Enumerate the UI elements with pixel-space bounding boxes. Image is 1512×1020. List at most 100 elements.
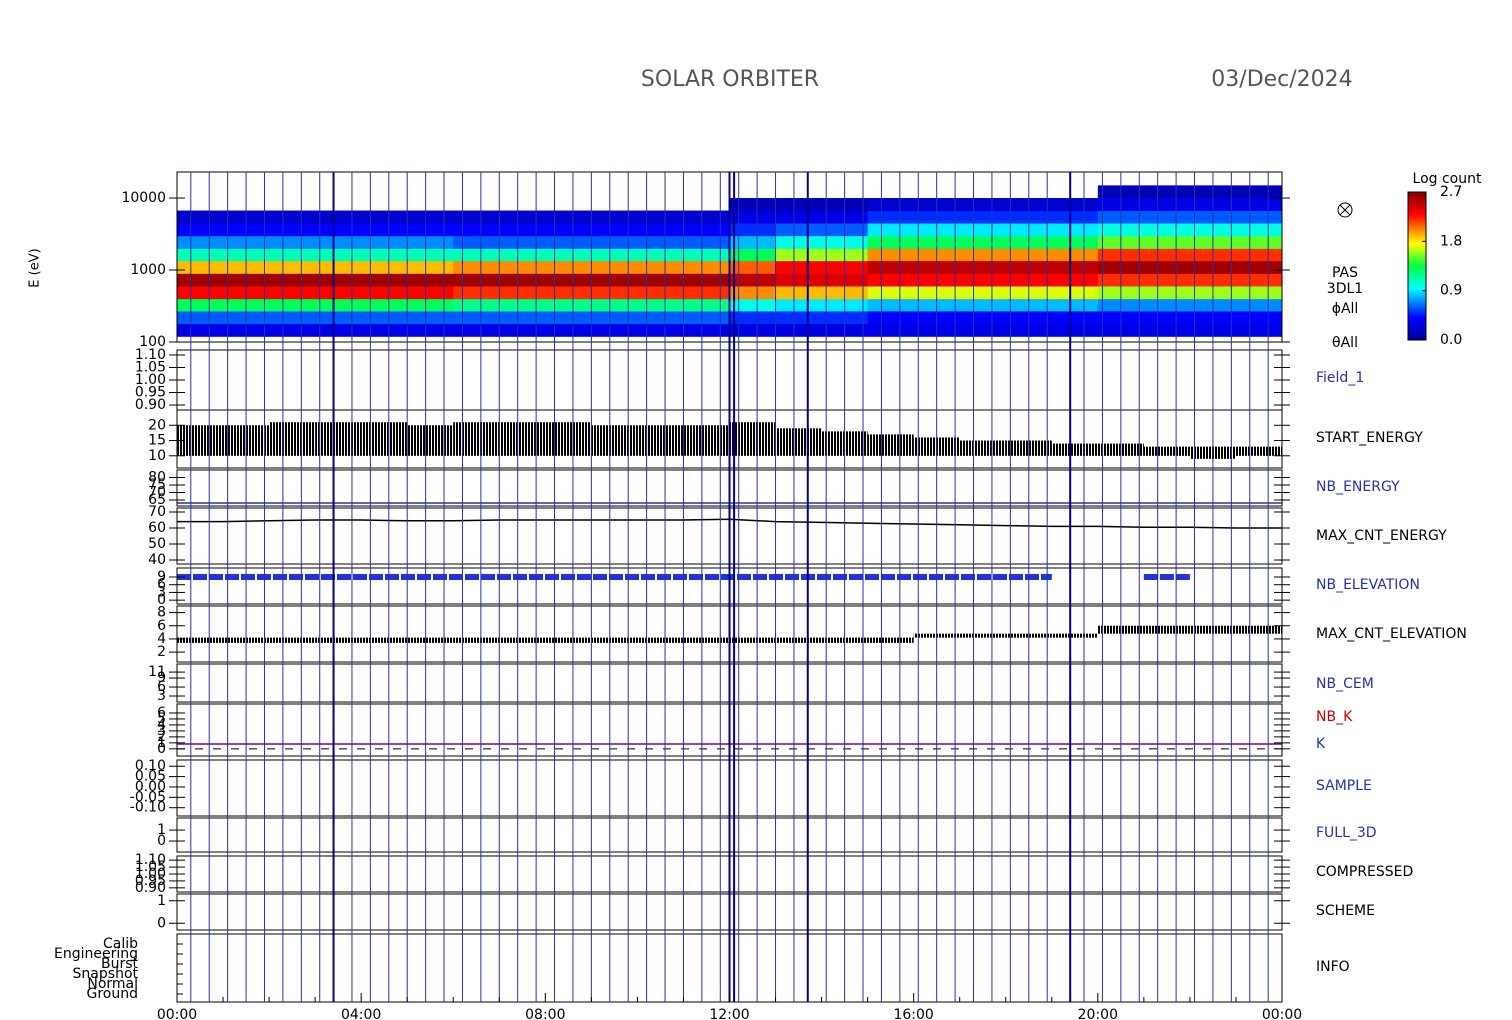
panel-label: START_ENERGY [1316, 430, 1423, 446]
spectrogram-cell [407, 323, 454, 337]
spectrogram-cell [1051, 273, 1099, 287]
spectrogram-cell [591, 310, 638, 325]
spectrogram-cell [1143, 310, 1191, 325]
spectrogram-cell [453, 310, 500, 325]
y-tick-label: 0.10 [135, 758, 166, 774]
spectrogram-cell [177, 285, 224, 300]
y-tick-label: 1.10 [135, 347, 166, 363]
spectrogram-cell [453, 210, 500, 224]
x-tick-label: 00:00 [1262, 1007, 1302, 1020]
x-tick-label: 16:00 [893, 1007, 933, 1020]
range-bar [867, 637, 914, 643]
y-tick-label: 40 [148, 552, 166, 568]
spectrogram-cell [407, 235, 454, 249]
spectrogram-cell [499, 222, 546, 237]
spectrogram-cell [545, 298, 592, 312]
spectrogram-cell [959, 298, 1007, 312]
range-bar [775, 637, 822, 643]
x-tick-label: 00:00 [157, 1007, 197, 1020]
spectrogram-cell [453, 235, 500, 249]
y-tick-label: 1.05 [135, 360, 166, 376]
spectrogram-cell [1143, 248, 1191, 262]
spectrogram-cell [545, 323, 592, 337]
y-tick-label: 9 [157, 670, 166, 686]
spectrogram-cell [775, 210, 823, 224]
category-label: Snapshot [73, 966, 139, 982]
spectrogram-cell [637, 235, 684, 249]
spectrogram-cell [269, 285, 316, 300]
category-label: Ground [87, 986, 139, 1002]
spectrogram-cell [407, 285, 454, 300]
spectrogram-cell [637, 248, 684, 262]
range-bar [729, 637, 776, 643]
y-tick-label: 3 [157, 688, 166, 704]
spectrogram-cell [729, 323, 777, 337]
spectrogram-cell [1235, 260, 1283, 274]
spectrogram-cell [591, 210, 638, 224]
spectrogram-cell [683, 285, 730, 300]
spectrogram-cell [591, 298, 638, 312]
range-bar [269, 637, 316, 643]
spectrogram-cell [269, 298, 316, 312]
colorbar-tick-label: 0.0 [1440, 332, 1462, 348]
spectrogram-cell [361, 273, 408, 287]
y-tick-label: 6 [157, 618, 166, 634]
spectrogram-cell [1051, 248, 1099, 262]
spectrogram-cell [959, 248, 1007, 262]
spectrogram-cell [315, 298, 362, 312]
panel-label: NB_CEM [1316, 676, 1374, 692]
spectrogram-cell [1051, 222, 1099, 237]
spectrogram-cell [545, 285, 592, 300]
spectrogram-cell [683, 273, 730, 287]
spectrogram-cell [775, 285, 823, 300]
spectrogram-cell [499, 298, 546, 312]
spectrogram-cell [591, 235, 638, 249]
panel-label: NB_ENERGY [1316, 479, 1400, 495]
spectrogram-cell [683, 323, 730, 337]
spectrogram-cell [269, 248, 316, 262]
x-tick-label: 20:00 [1078, 1007, 1118, 1020]
panel-label: θAll [1332, 335, 1358, 351]
spectrogram-cell [1051, 210, 1099, 224]
spectrogram-cell [453, 248, 500, 262]
series-label: NB_K [1316, 709, 1353, 725]
y-axis-label: E (eV) [28, 248, 43, 287]
spectrogram-cell [177, 260, 224, 274]
spectrogram-cell [361, 285, 408, 300]
panel-label: INFO [1316, 959, 1350, 975]
y-tick-label: 1 [157, 822, 166, 838]
spectrogram-cell [1143, 222, 1191, 237]
spectrogram-cell [361, 210, 408, 224]
spectrogram-cell [867, 222, 915, 237]
y-tick-label: 2 [157, 644, 166, 660]
spectrogram-cell [729, 248, 777, 262]
spectrogram-cell [315, 323, 362, 337]
y-tick-label: 10000 [121, 190, 166, 206]
y-tick-label: 4 [157, 717, 166, 733]
spectrogram-cell [315, 285, 362, 300]
range-bar [683, 425, 730, 456]
spectrogram-cell [453, 323, 500, 337]
spectrogram-cell [591, 260, 638, 274]
spectrogram-cell [545, 210, 592, 224]
panel-label: MAX_CNT_ENERGY [1316, 528, 1447, 544]
panel-label: 3DL1 [1327, 281, 1363, 297]
spectrogram-cell [499, 285, 546, 300]
spectrogram-cell [499, 210, 546, 224]
y-tick-label: 1.05 [135, 859, 166, 875]
y-tick-label: 70 [148, 485, 166, 501]
spectrogram-cell [1051, 235, 1099, 249]
spectrogram-cell [775, 323, 823, 337]
spectrogram-cell [361, 248, 408, 262]
spectrogram-cell [959, 310, 1007, 325]
spectrogram-cell [1143, 273, 1191, 287]
spectrogram-cell [269, 260, 316, 274]
spectrogram-cell [959, 222, 1007, 237]
spectrogram-cell [545, 310, 592, 325]
spectrogram-cell [637, 298, 684, 312]
y-tick-label: 0.00 [135, 779, 166, 795]
spectrogram-cell [775, 198, 823, 212]
spectrogram-cell [407, 298, 454, 312]
